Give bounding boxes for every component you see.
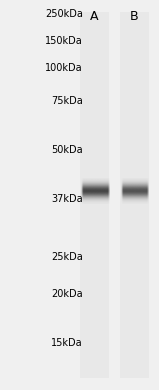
Bar — [80, 12, 109, 378]
Text: 37kDa: 37kDa — [51, 194, 83, 204]
Text: 20kDa: 20kDa — [51, 289, 83, 300]
Text: 150kDa: 150kDa — [45, 36, 83, 46]
Text: 75kDa: 75kDa — [51, 96, 83, 106]
Text: 50kDa: 50kDa — [51, 145, 83, 155]
Bar — [120, 12, 149, 378]
Text: 25kDa: 25kDa — [51, 252, 83, 262]
Text: 250kDa: 250kDa — [45, 9, 83, 19]
Text: B: B — [130, 10, 139, 23]
Text: A: A — [90, 10, 99, 23]
Text: 15kDa: 15kDa — [51, 338, 83, 348]
Text: 100kDa: 100kDa — [45, 63, 83, 73]
